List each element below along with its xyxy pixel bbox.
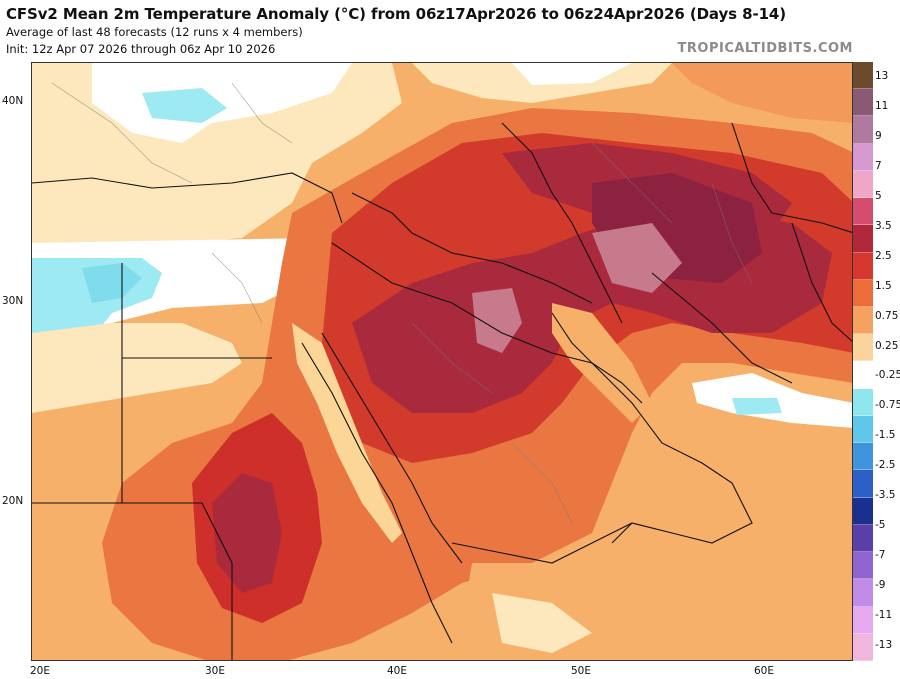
lat-label-20n: 20N (2, 495, 24, 507)
anomaly-colorbar (853, 62, 873, 661)
colorbar-cell (853, 579, 873, 607)
forecast-average-note: Average of last 48 forecasts (12 runs x … (6, 25, 303, 39)
persian-gulf-moderate-anomaly (552, 303, 652, 423)
colorbar-tick-label: 3.5 (875, 219, 892, 232)
lon-label-40e: 40E (387, 665, 407, 677)
colorbar-cell (853, 606, 873, 634)
colorbar-tick-label: -1.5 (875, 429, 896, 442)
colorbar-tick-label: -5 (875, 519, 886, 532)
colorbar-cell (853, 361, 873, 389)
arabian-sea-cool-anomaly (732, 398, 782, 415)
uae-oman-border (591, 362, 753, 544)
source-brand: TROPICALTIDBITS.COM (677, 41, 853, 56)
colorbar-cell (853, 89, 873, 117)
caucasus-near-zero-anomaly (512, 63, 632, 85)
iran-south-coast (651, 272, 793, 384)
colorbar-tick-label: 0.25 (875, 339, 899, 352)
lon-label-60e: 60E (754, 665, 774, 677)
lon-label-30e: 30E (205, 665, 225, 677)
colorbar-cell (853, 198, 873, 226)
colorbar-cell (853, 143, 873, 171)
saudi-yemen-border (451, 522, 633, 564)
lat-label-40n: 40N (2, 95, 24, 107)
colorbar-tick-label: 5 (875, 189, 882, 202)
temperature-anomaly-map (31, 62, 853, 661)
colorbar-tick-label: -13 (875, 639, 893, 652)
red-sea-light-anomaly (292, 323, 402, 543)
sudan-chad-border (122, 502, 233, 660)
persian-gulf-coast (551, 312, 643, 404)
iraq-iran-border (501, 122, 623, 324)
colorbar-cell (853, 552, 873, 580)
colorbar-tick-label: -7 (875, 549, 886, 562)
colorbar-tick-label: 7 (875, 159, 882, 172)
colorbar-tick-label: 13 (875, 69, 889, 82)
colorbar-cell (853, 633, 873, 661)
colorbar-cell (853, 252, 873, 280)
central-asia-orange (672, 63, 852, 123)
colorbar-tick-label: -11 (875, 609, 893, 622)
colorbar-cell (853, 388, 873, 416)
colorbar-cell (853, 497, 873, 525)
colorbar-tick-label: 11 (875, 99, 889, 112)
colorbar-cell (853, 170, 873, 199)
levant-iraq-border (351, 192, 593, 304)
anomaly-map-svg (32, 63, 852, 660)
sahara-light-anomaly (32, 323, 242, 413)
colorbar-tick-label: -9 (875, 579, 886, 592)
lat-label-30n: 30N (2, 295, 24, 307)
red-sea-coast-east (321, 332, 463, 564)
colorbar-cell (853, 116, 873, 144)
colorbar-tick-label: 2.5 (875, 249, 892, 262)
coastline-north (32, 172, 343, 224)
init-time-note: Init: 12z Apr 07 2026 through 06z Apr 10… (6, 42, 276, 56)
colorbar-cell (853, 279, 873, 308)
colorbar-cell (853, 334, 873, 362)
colorbar-cell (853, 415, 873, 444)
colorbar-tick-label: -0.75 (875, 399, 900, 412)
sudan-very-strong-anomaly (212, 473, 282, 593)
colorbar-cell (853, 524, 873, 553)
colorbar-tick-label: -3.5 (875, 489, 896, 502)
colorbar-cell (853, 470, 873, 498)
red-sea-coast-west (301, 342, 453, 644)
lon-label-20e: 20E (30, 665, 50, 677)
colorbar-tick-label: 1.5 (875, 279, 892, 292)
colorbar-cell (853, 443, 873, 471)
balkans-cool-anomaly (142, 88, 227, 123)
iran-pink-core (592, 223, 682, 293)
colorbar-tick-label: 0.75 (875, 309, 899, 322)
colorbar-cell (853, 62, 873, 90)
colorbar-tick-label: -0.25 (875, 369, 900, 382)
balkans-near-zero-anomaly (92, 63, 352, 143)
iran-afghanistan-border (791, 222, 852, 342)
saudi-north-border (331, 242, 593, 364)
country-borders (32, 122, 852, 660)
gulf-of-aden-light-anomaly (492, 593, 592, 653)
libya-cool-core (82, 263, 142, 303)
colorbar-tick-label: 9 (875, 129, 882, 142)
colorbar-tick-label: -2.5 (875, 459, 896, 472)
iraq-pink-core (472, 288, 522, 353)
colorbar-cell (853, 307, 873, 335)
province-borders (51, 82, 753, 524)
lon-label-50e: 50E (571, 665, 591, 677)
colorbar-cell (853, 225, 873, 253)
page-title: CFSv2 Mean 2m Temperature Anomaly (°C) f… (6, 5, 787, 23)
iran-turkmenistan-border (731, 122, 852, 233)
